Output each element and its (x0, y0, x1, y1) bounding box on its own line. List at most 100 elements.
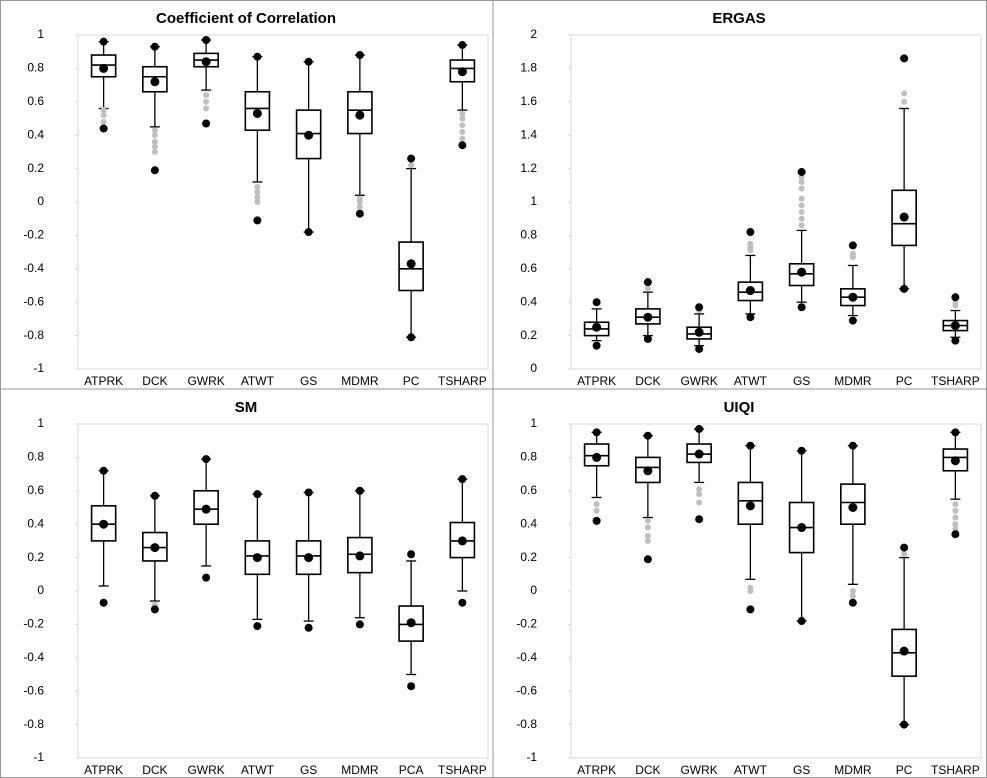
min-point (458, 141, 467, 150)
min-point (643, 334, 652, 343)
max-point (355, 51, 364, 60)
min-point (695, 344, 704, 353)
y-tick-label: -0.4 (23, 261, 44, 275)
outlier (203, 98, 210, 105)
y-tick-label: -0.2 (23, 617, 44, 631)
x-tick-label: TSHARP (438, 763, 487, 777)
y-tick-label: 1.2 (520, 161, 537, 175)
outlier (151, 132, 158, 139)
mean-point (950, 321, 960, 331)
max-point (407, 154, 416, 163)
y-tick-label: 0.2 (520, 550, 537, 564)
box (891, 189, 917, 247)
max-point (643, 431, 652, 440)
min-point (848, 598, 857, 607)
x-tick-label: DCK (635, 374, 660, 388)
y-tick-label: 0.6 (27, 94, 44, 108)
outlier (747, 240, 754, 247)
outlier (798, 202, 805, 209)
outlier (151, 138, 158, 145)
y-tick-label: 2 (530, 27, 537, 41)
max-point (848, 441, 857, 450)
chart-title: UIQI (724, 399, 755, 416)
mean-point (201, 57, 211, 67)
outlier (798, 215, 805, 222)
mean-point (201, 504, 211, 514)
y-tick-label: -0.6 (23, 294, 44, 308)
mean-point (457, 536, 467, 546)
max-point (458, 41, 467, 50)
mean-point (745, 286, 755, 296)
min-point (150, 605, 159, 614)
max-point (253, 52, 262, 61)
x-tick-label: PCA (399, 763, 424, 777)
x-tick-label: PC (403, 374, 420, 388)
max-point (797, 446, 806, 455)
outlier (798, 178, 805, 185)
mean-point (150, 77, 160, 87)
plot-area (77, 423, 489, 759)
outlier (952, 521, 959, 528)
outlier (901, 98, 908, 105)
x-tick-label: MDMR (834, 374, 872, 388)
min-point (202, 119, 211, 128)
outlier (798, 195, 805, 202)
x-tick-label: MDMR (341, 374, 379, 388)
plot-area (77, 34, 489, 370)
min-point (99, 124, 108, 133)
mean-point (150, 543, 160, 553)
max-point (304, 488, 313, 497)
y-tick-label: 0.8 (520, 450, 537, 464)
max-point (202, 36, 211, 45)
mean-point (355, 551, 365, 561)
y-tick-label: 0.8 (27, 61, 44, 75)
y-tick-label: -1 (526, 750, 537, 764)
outlier (901, 90, 908, 97)
y-tick-label: 0.2 (520, 328, 537, 342)
x-tick-label: TSHARP (931, 374, 980, 388)
outlier (849, 593, 856, 600)
min-point (900, 720, 909, 729)
outlier (798, 185, 805, 192)
min-point (695, 515, 704, 524)
outlier (747, 584, 754, 591)
x-tick-label: ATWT (734, 763, 768, 777)
outlier (644, 537, 651, 544)
outlier (952, 507, 959, 514)
y-tick-label: 1.8 (520, 61, 537, 75)
max-point (695, 303, 704, 312)
y-tick-label: -1 (33, 361, 44, 375)
chart-title: SM (235, 399, 258, 416)
x-tick-label: GWRK (680, 763, 717, 777)
mean-point (950, 456, 960, 466)
outlier (254, 188, 261, 195)
plot-area (570, 34, 982, 370)
max-point (900, 543, 909, 552)
outlier (459, 115, 466, 122)
y-tick-label: 0.6 (520, 483, 537, 497)
max-point (592, 298, 601, 307)
outlier (100, 118, 107, 125)
mean-point (848, 292, 858, 302)
outlier (644, 285, 651, 292)
min-point (746, 605, 755, 614)
mean-point (592, 322, 602, 332)
min-point (99, 598, 108, 607)
y-tick-label: -0.8 (23, 328, 44, 342)
mean-point (797, 267, 807, 277)
mean-point (694, 327, 704, 337)
x-tick-label: ATWT (241, 763, 275, 777)
outlier (952, 501, 959, 508)
max-point (797, 167, 806, 176)
plot-area (570, 423, 982, 759)
x-tick-label: GWRK (680, 374, 717, 388)
y-tick-label: 0 (37, 583, 44, 597)
outlier (593, 507, 600, 514)
outlier (696, 491, 703, 498)
y-tick-label: 0 (530, 361, 537, 375)
min-point (355, 209, 364, 218)
chart-title: Coefficient of Correlation (156, 10, 336, 27)
max-point (150, 42, 159, 51)
x-tick-label: DCK (142, 374, 167, 388)
outlier (798, 209, 805, 216)
